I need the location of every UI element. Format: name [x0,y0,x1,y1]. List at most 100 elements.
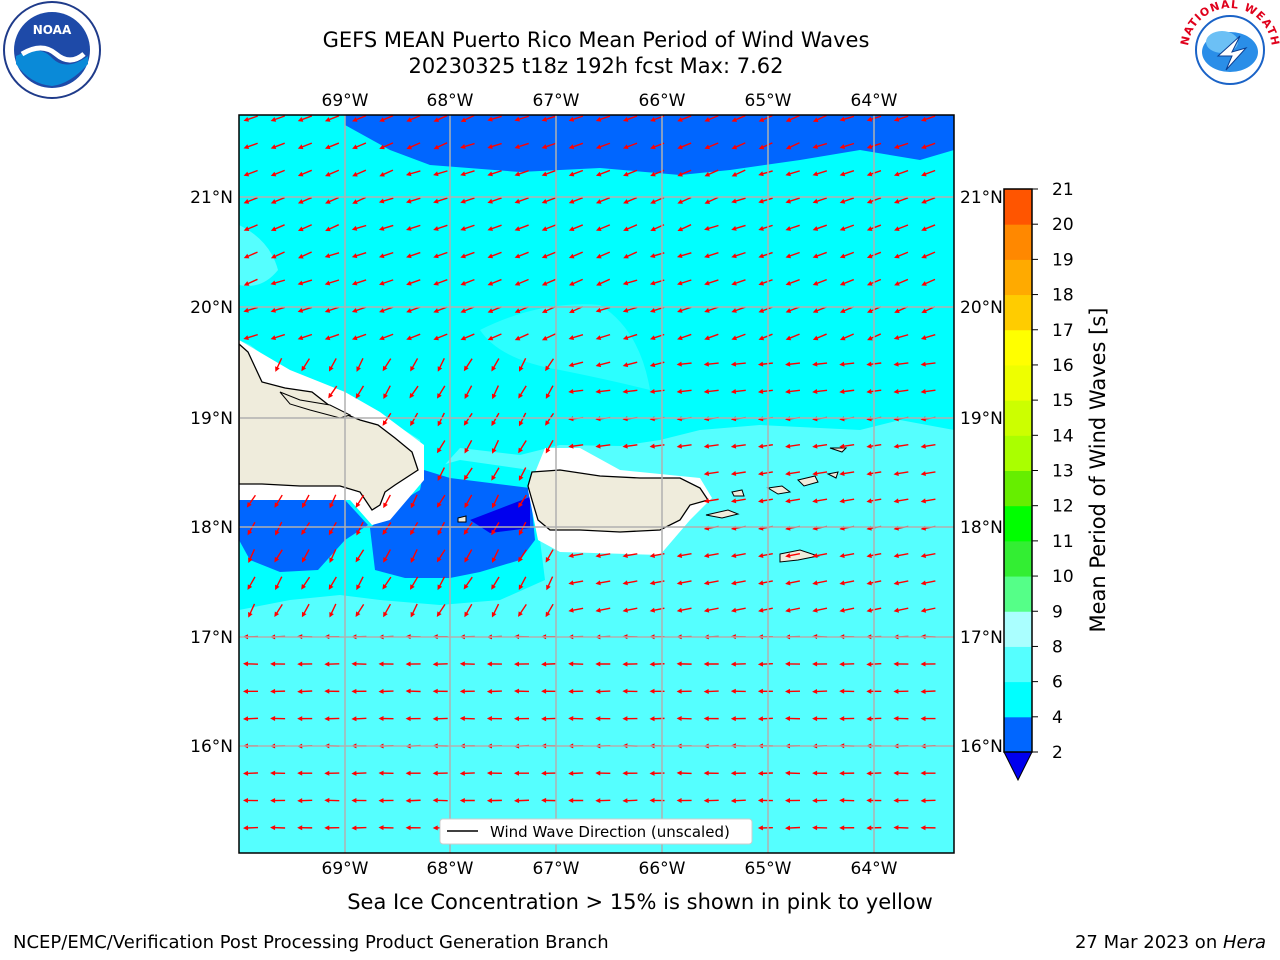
wind-arrow [625,361,638,366]
footer-host: Hera [1222,932,1266,953]
wind-arrow-head [243,144,250,150]
wind-arrow-head [379,117,385,122]
wind-arrow-head [460,226,466,231]
wind-arrow-head [324,661,330,667]
wind-arrow [492,467,500,479]
wind-arrow [571,142,584,148]
wind-arrow-head [730,716,736,722]
wind-arrow-head [405,770,411,776]
wind-arrow-head [486,770,492,776]
wind-arrow-head [541,716,547,722]
colorbar-segment [1004,259,1032,296]
wind-arrow-head [568,199,575,204]
colorbar-under-arrow [1003,751,1033,782]
wind-arrow-head [464,557,470,563]
wind-arrow [329,576,337,588]
wind-arrow [273,306,286,312]
wind-arrow-head [676,607,683,613]
wind-arrow-head [437,366,443,372]
wind-arrow [679,252,692,257]
wind-arrow [869,197,882,203]
wind-arrow-head [703,553,710,558]
wind-arrow-head [460,308,467,313]
wind-arrow [463,115,475,122]
wind-arrow-head [676,443,682,449]
wind-arrow [302,494,310,506]
wind-arrow-head [297,280,304,286]
wind-arrow-head [704,280,710,286]
wind-arrow-head [595,770,601,776]
wind-arrow [815,224,827,230]
wind-arrow-head [545,420,550,426]
wind-arrow-head [866,498,872,504]
wind-arrow-head [622,688,628,694]
wind-arrow [273,279,286,285]
wind-arrow-head [410,502,416,509]
wind-arrow [869,444,882,448]
wind-arrow [327,333,340,340]
wind-arrow-head [758,171,764,177]
wind-arrow-head [649,770,655,776]
wind-arrow [869,224,882,230]
wind-arrow-head [270,171,277,177]
wind-arrow-head [274,502,280,508]
wind-arrow-head [703,388,710,394]
wind-arrow-head [839,553,845,559]
wind-arrow-head [463,583,469,590]
wind-arrow [546,576,554,588]
footer-date: 27 Mar 2023 on Hera [1075,932,1266,953]
wind-arrow-head [297,825,303,831]
wind-arrow [760,389,773,393]
wind-arrow-head [518,529,524,536]
wind-arrow-head [812,553,818,558]
wind-arrow [519,604,527,615]
wind-arrow-head [324,688,330,694]
wind-arrow-head [246,502,252,508]
wind-arrow [869,662,882,666]
wind-arrow-head [758,117,765,122]
wind-arrow-head [541,335,548,341]
wind-arrow-head [595,580,601,586]
wind-arrow-head [757,443,764,449]
wind-arrow-head [541,797,547,803]
wind-arrow-head [270,335,277,341]
wind-arrow [842,389,855,393]
wind-arrow [679,142,692,149]
wind-arrow [354,196,367,204]
wind-arrow [383,576,392,588]
wind-arrow-head [704,335,710,341]
wind-arrow-head [432,770,438,776]
wind-arrow-head [812,144,818,149]
wind-arrow-head [491,475,497,481]
wind-arrow-head [355,393,361,399]
wind-arrow-head [487,171,493,177]
wind-arrow [788,197,800,203]
colorbar-segment [1004,294,1032,331]
noaa-logo-icon: NOAA [3,1,101,99]
wind-arrow-head [649,388,655,394]
wind-arrow-head [297,689,303,694]
wind-arrow-head [324,797,330,803]
wind-arrow-head [329,557,334,563]
wind-arrow [381,279,394,285]
wind-arrow-head [730,688,736,694]
wind-arrow-head [920,798,926,804]
wind-arrow [519,440,527,452]
wind-arrow-head [514,308,521,313]
lat-label-right: 16°N [960,737,1003,757]
wind-arrow-head [383,393,388,399]
wind-arrow-head [812,798,818,804]
wind-arrow-head [464,611,469,618]
wind-arrow [815,251,827,258]
colorbar-tick-label: 4 [1052,708,1063,728]
wind-arrow-head [649,580,656,586]
wind-arrow-head [649,253,656,259]
wind-arrow-head [328,392,334,399]
wind-arrow-head [839,171,846,177]
wind-arrow [356,494,365,506]
wind-arrow-head [491,557,497,563]
wind-arrow-head [649,797,655,803]
wind-arrow-head [464,393,470,399]
wind-arrow-head [920,607,927,613]
wind-arrow [733,607,746,612]
